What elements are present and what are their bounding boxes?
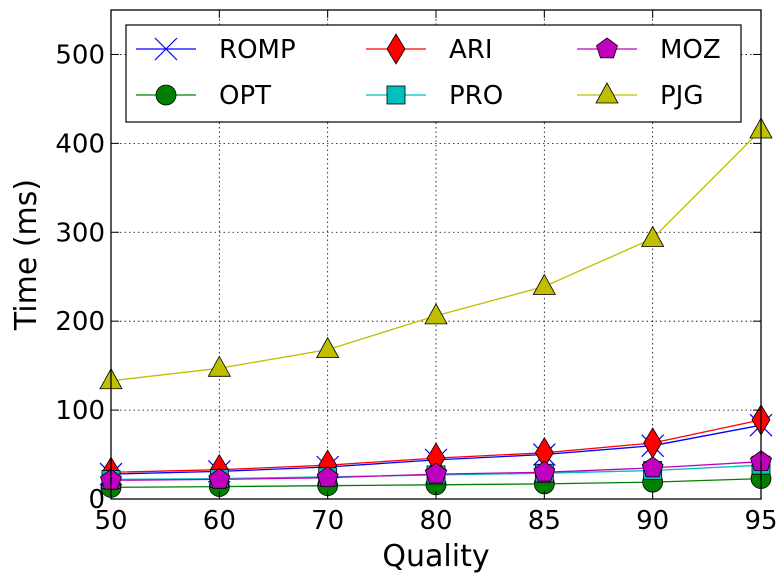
legend-marker-romp	[154, 37, 178, 61]
legend-label-moz: MOZ	[660, 35, 721, 65]
legend-marker-pjg	[595, 82, 619, 104]
data-point-ari	[643, 427, 663, 459]
x-tick-label: 70	[311, 506, 344, 536]
y-tick-label: 300	[55, 218, 105, 248]
legend-box	[125, 24, 742, 123]
data-point-moz	[208, 467, 231, 489]
legend: ROMP OPT ARI PRO MOZ PJG	[125, 24, 742, 123]
legend-label-opt: OPT	[219, 81, 271, 111]
x-tick-label: 80	[419, 506, 452, 536]
legend-label-pjg: PJG	[660, 81, 704, 111]
x-tick-label: 50	[94, 506, 127, 536]
data-point-moz	[641, 456, 664, 478]
x-tick-label: 95	[744, 506, 777, 536]
data-point-moz	[316, 466, 339, 488]
tick-labels: 50 60 70 80 85 90 95 0 100 200 300 400 500	[55, 40, 777, 536]
y-tick-label: 200	[55, 307, 105, 337]
data-point-pjg	[424, 303, 448, 325]
legend-marker-pro	[386, 85, 406, 105]
data-point-pjg	[532, 273, 557, 295]
y-tick-label: 0	[88, 485, 105, 515]
y-axis-label: Time (ms)	[9, 179, 44, 331]
data-point-moz	[533, 460, 556, 482]
series-markers	[99, 117, 773, 498]
y-tick-label: 500	[55, 40, 105, 70]
x-tick-label: 90	[636, 506, 669, 536]
axis-ticks	[110, 10, 762, 500]
x-axis-label: Quality	[382, 539, 489, 574]
data-point-pjg	[640, 225, 665, 247]
legend-marker-ari	[386, 33, 406, 65]
y-tick-label: 100	[55, 396, 105, 426]
data-point-moz	[425, 462, 447, 484]
x-tick-label: 60	[203, 506, 236, 536]
legend-label-romp: ROMP	[219, 35, 296, 65]
data-point-pjg	[315, 336, 340, 359]
x-tick-label: 85	[528, 506, 561, 536]
legend-marker-moz	[596, 37, 618, 59]
y-tick-label: 400	[55, 129, 105, 159]
legend-label-pro: PRO	[449, 81, 503, 111]
legend-label-ari: ARI	[449, 35, 493, 65]
legend-marker-opt	[155, 84, 177, 106]
data-point-pjg	[207, 355, 232, 377]
